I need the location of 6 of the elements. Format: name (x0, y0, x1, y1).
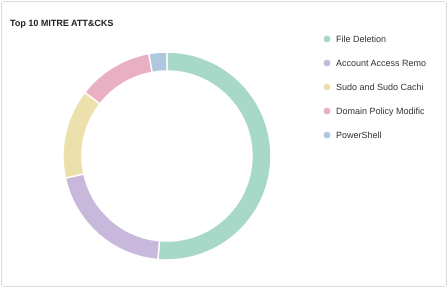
legend-label: PowerShell (336, 130, 382, 140)
legend-label: Account Access Remo (336, 58, 426, 68)
legend-label: File Deletion (336, 34, 386, 44)
chart-title: Top 10 MITRE ATT&CKS (10, 18, 114, 28)
legend-label: Domain Policy Modific (336, 106, 426, 116)
legend-label: Sudo and Sudo Cachi (336, 82, 424, 92)
